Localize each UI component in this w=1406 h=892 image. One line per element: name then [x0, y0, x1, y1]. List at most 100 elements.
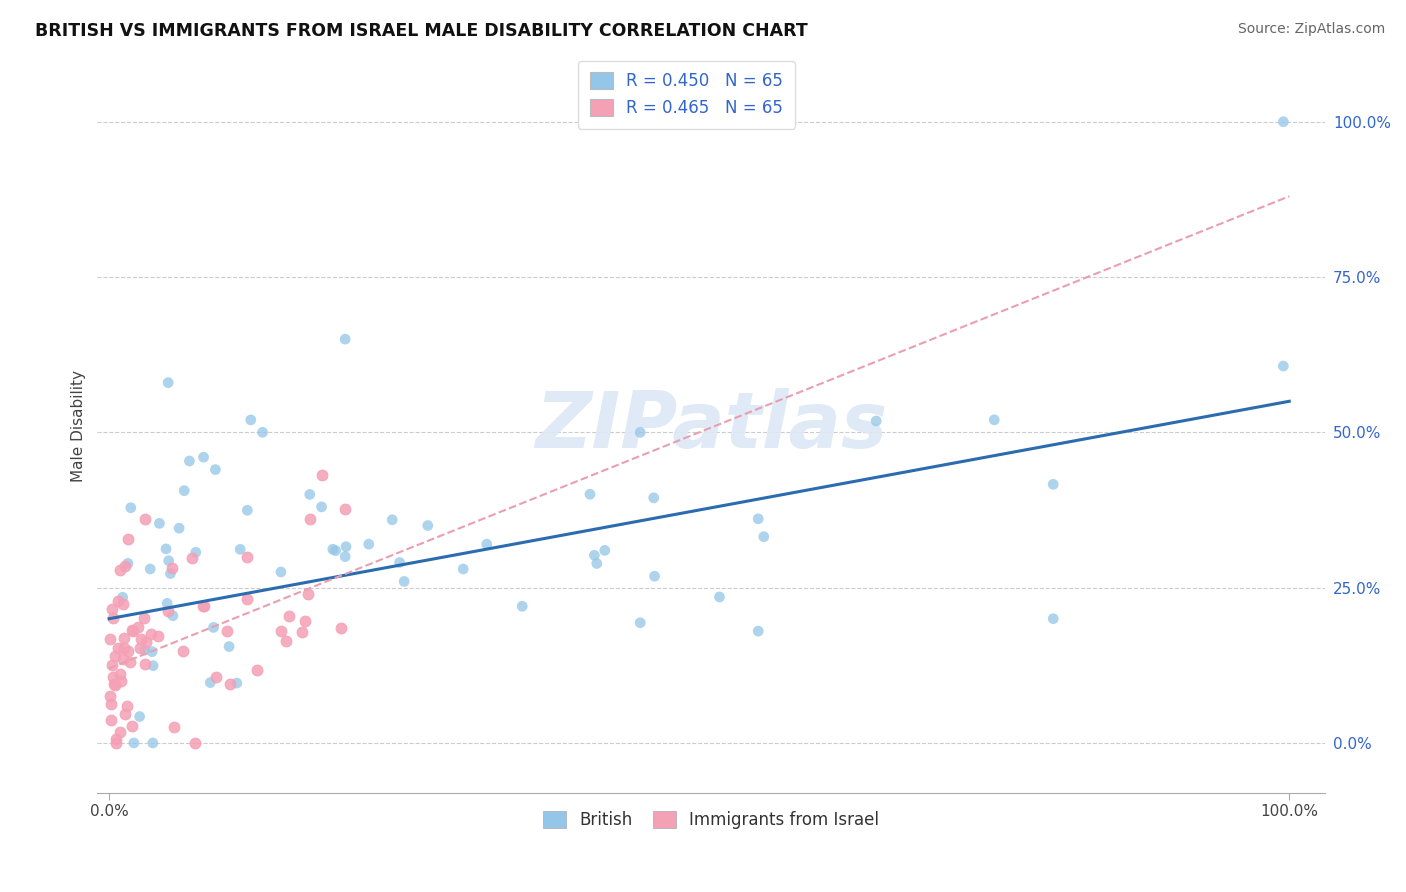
Point	[157, 376, 180, 390]
Point	[204, 462, 226, 476]
Point	[105, 732, 128, 747]
Point	[107, 640, 129, 655]
Point	[110, 673, 132, 688]
Point	[134, 657, 156, 671]
Point	[98, 632, 121, 646]
Point	[579, 487, 602, 501]
Point	[865, 414, 887, 428]
Point	[644, 569, 666, 583]
Point	[245, 663, 267, 677]
Point	[297, 587, 319, 601]
Point	[983, 413, 1005, 427]
Point	[388, 556, 411, 570]
Point	[1042, 612, 1064, 626]
Point	[114, 706, 136, 721]
Point	[122, 736, 145, 750]
Point	[115, 698, 138, 713]
Point	[98, 689, 121, 703]
Point	[291, 625, 314, 640]
Point	[108, 563, 131, 577]
Point	[142, 736, 165, 750]
Point	[120, 655, 142, 669]
Point	[156, 596, 179, 610]
Point	[643, 491, 665, 505]
Point	[155, 541, 177, 556]
Point	[141, 627, 163, 641]
Point	[162, 561, 184, 575]
Legend: British, Immigrants from Israel: British, Immigrants from Israel	[536, 804, 886, 836]
Point	[219, 677, 242, 691]
Point	[117, 557, 139, 571]
Point	[747, 512, 769, 526]
Point	[111, 597, 134, 611]
Point	[135, 635, 157, 649]
Point	[593, 543, 616, 558]
Point	[146, 630, 169, 644]
Point	[117, 533, 139, 547]
Point	[218, 640, 240, 654]
Point	[108, 725, 131, 739]
Text: Source: ZipAtlas.com: Source: ZipAtlas.com	[1237, 22, 1385, 37]
Point	[451, 562, 474, 576]
Point	[117, 644, 139, 658]
Point	[112, 641, 135, 656]
Point	[134, 643, 156, 657]
Point	[475, 537, 498, 551]
Point	[131, 632, 153, 646]
Point	[162, 608, 184, 623]
Point	[128, 709, 150, 723]
Point	[239, 413, 262, 427]
Point	[322, 542, 344, 557]
Point	[172, 644, 194, 658]
Point	[298, 487, 321, 501]
Point	[121, 719, 143, 733]
Point	[335, 332, 357, 346]
Point	[100, 698, 122, 712]
Point	[335, 502, 357, 516]
Point	[709, 590, 731, 604]
Point	[236, 503, 259, 517]
Point	[184, 545, 207, 559]
Point	[167, 521, 190, 535]
Point	[235, 549, 257, 564]
Point	[583, 549, 606, 563]
Point	[108, 666, 131, 681]
Point	[148, 516, 170, 531]
Point	[1272, 114, 1295, 128]
Point	[1042, 477, 1064, 491]
Point	[121, 624, 143, 639]
Point	[120, 500, 142, 515]
Point	[311, 468, 333, 483]
Point	[139, 562, 162, 576]
Point	[134, 611, 156, 625]
Point	[157, 604, 180, 618]
Point	[193, 450, 215, 465]
Point	[180, 551, 202, 566]
Text: ZIPatlas: ZIPatlas	[534, 388, 887, 464]
Point	[628, 615, 651, 630]
Point	[1272, 359, 1295, 373]
Point	[104, 648, 127, 663]
Point	[111, 591, 134, 605]
Point	[128, 640, 150, 655]
Point	[103, 678, 125, 692]
Point	[329, 621, 352, 635]
Point	[127, 620, 149, 634]
Point	[191, 599, 214, 614]
Point	[101, 669, 124, 683]
Point	[100, 658, 122, 673]
Point	[416, 518, 439, 533]
Point	[276, 633, 298, 648]
Point	[200, 675, 222, 690]
Point	[193, 599, 215, 614]
Point	[159, 566, 181, 581]
Point	[179, 454, 201, 468]
Point	[114, 559, 136, 574]
Point	[381, 513, 404, 527]
Point	[101, 611, 124, 625]
Point	[112, 631, 135, 645]
Point	[104, 736, 127, 750]
Point	[162, 720, 184, 734]
Point	[752, 530, 775, 544]
Point	[103, 677, 125, 691]
